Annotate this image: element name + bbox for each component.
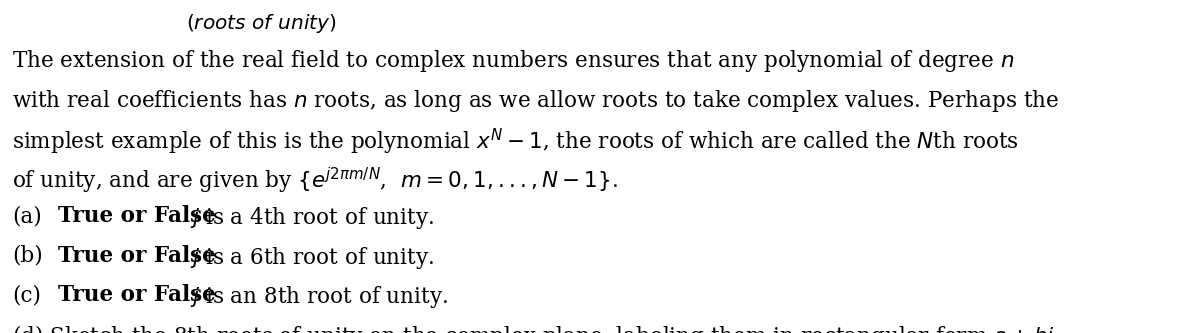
- Text: The extension of the real field to complex numbers ensures that any polynomial o: The extension of the real field to compl…: [12, 48, 1014, 74]
- Text: $j$ is a 4th root of unity.: $j$ is a 4th root of unity.: [190, 205, 433, 231]
- Text: simplest example of this is the polynomial $x^N - 1$, the roots of which are cal: simplest example of this is the polynomi…: [12, 127, 1019, 157]
- Text: True or False: True or False: [58, 284, 215, 306]
- Text: of unity, and are given by $\{e^{j2\pi m/N}$,  $m = 0, 1, ..., N-1\}$.: of unity, and are given by $\{e^{j2\pi m…: [12, 166, 618, 196]
- Text: with real coefficients has $n$ roots, as long as we allow roots to take complex : with real coefficients has $n$ roots, as…: [12, 88, 1060, 114]
- Text: (c): (c): [12, 284, 41, 306]
- Text: (d) Sketch the 8th roots of unity on the complex plane, labeling them in rectang: (d) Sketch the 8th roots of unity on the…: [12, 323, 1055, 333]
- Text: (a): (a): [12, 205, 42, 227]
- Text: $j$ is an 8th root of unity.: $j$ is an 8th root of unity.: [190, 284, 448, 310]
- Text: True or False: True or False: [58, 245, 215, 267]
- Text: True or False: True or False: [58, 205, 215, 227]
- Text: $(roots\ of\ unity)$: $(roots\ of\ unity)$: [186, 12, 337, 35]
- Text: $j$ is a 6th root of unity.: $j$ is a 6th root of unity.: [190, 245, 433, 271]
- Text: (b): (b): [12, 245, 43, 267]
